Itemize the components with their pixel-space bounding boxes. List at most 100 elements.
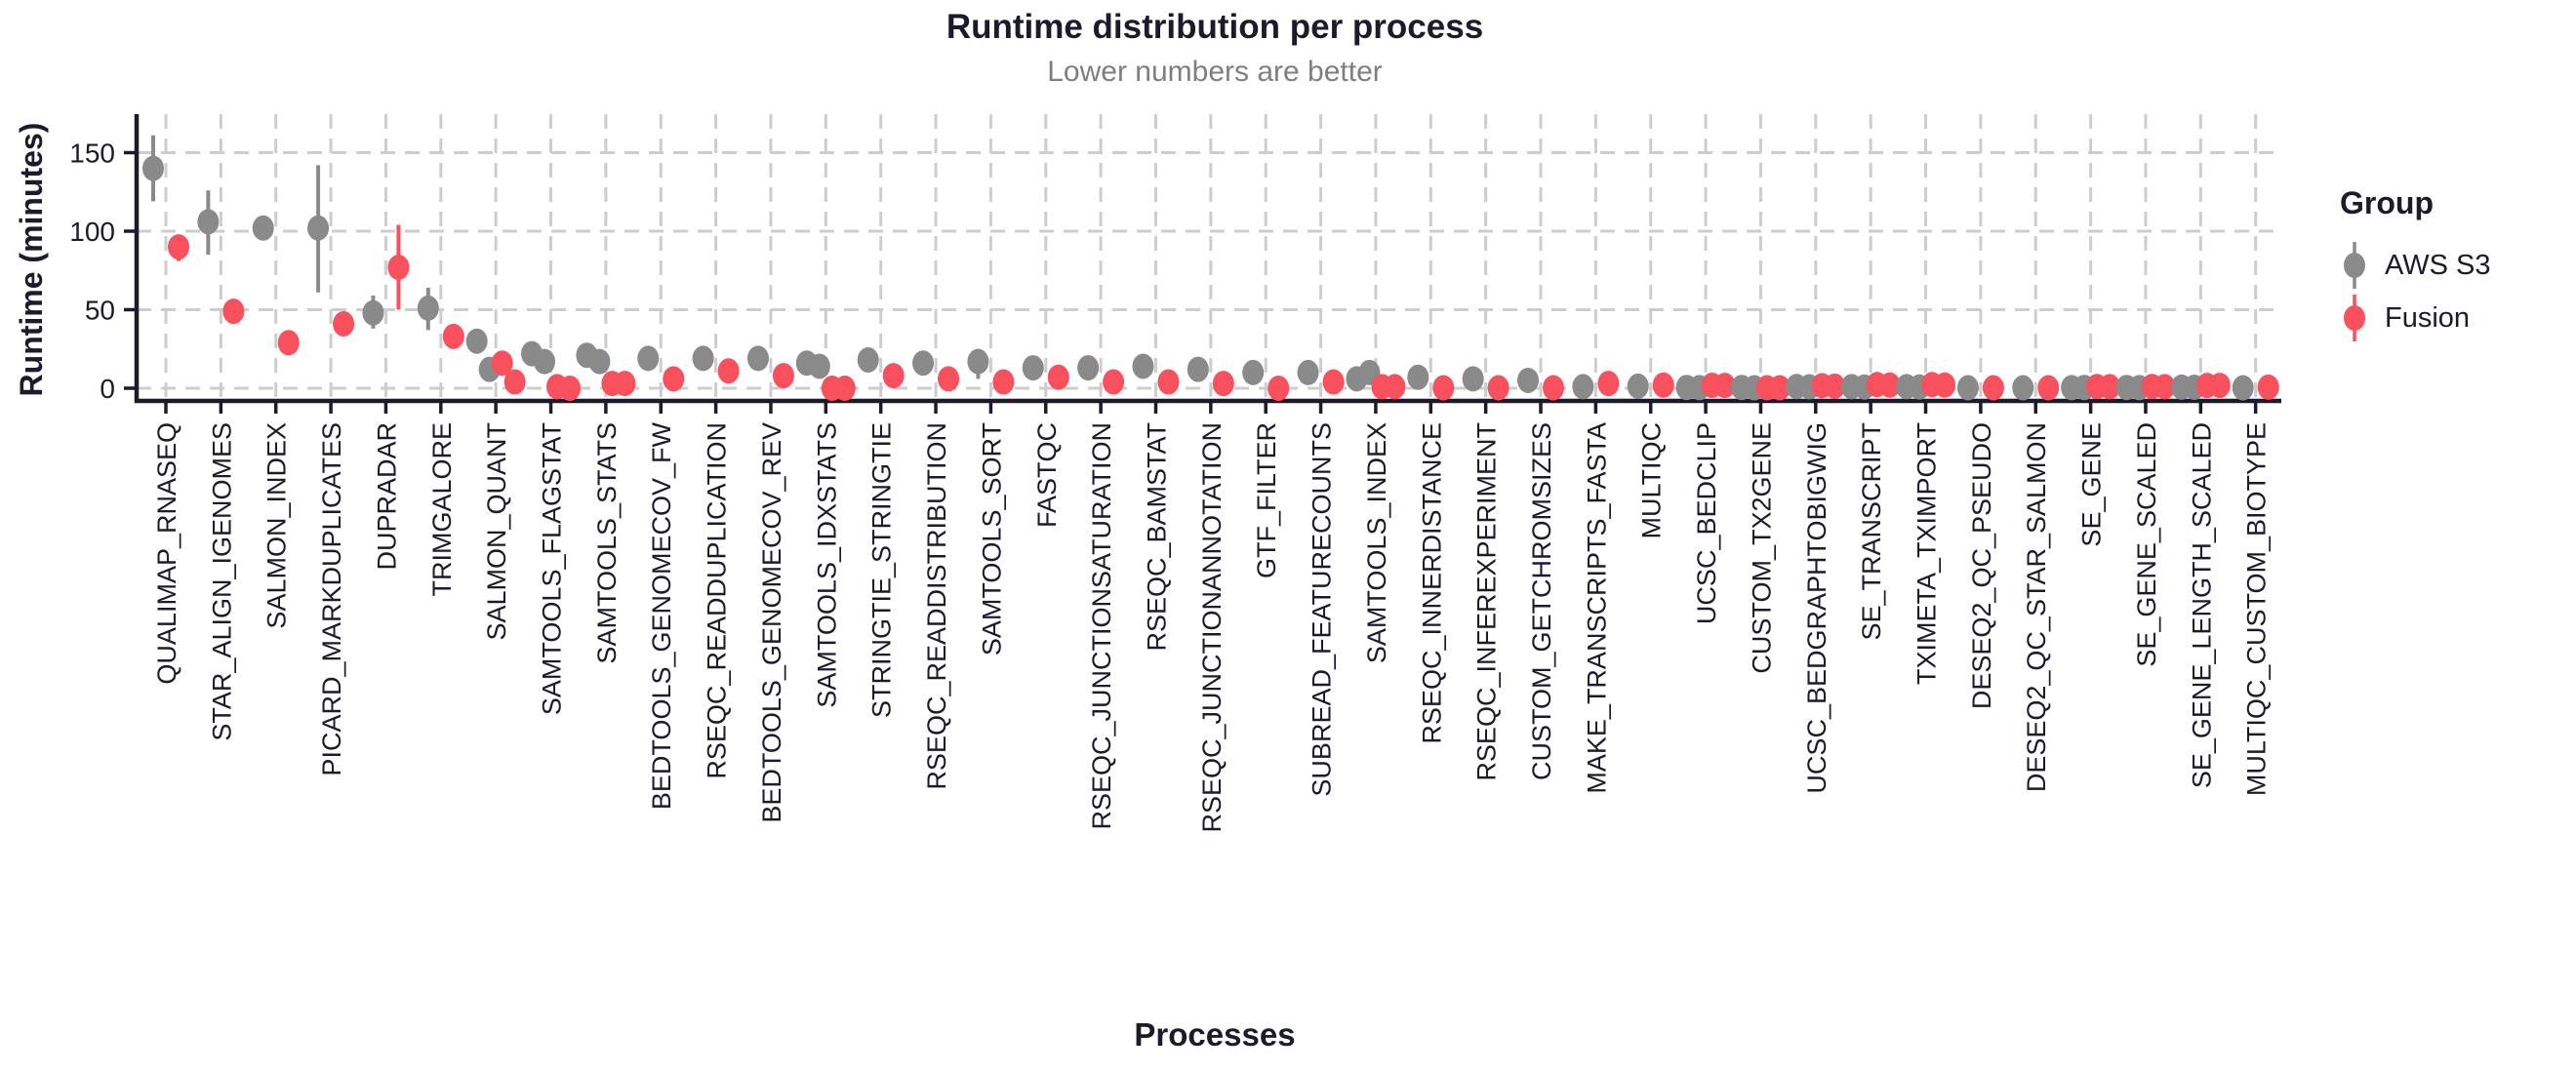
y-tick-label: 50 <box>85 296 115 326</box>
data-point <box>2012 375 2034 401</box>
x-category-label: SAMTOOLS_IDXSTATS <box>812 422 841 708</box>
x-category-label: DUPRADAR <box>372 422 401 571</box>
data-point <box>588 348 611 375</box>
x-category-label: RSEQC_BAMSTAT <box>1142 422 1171 652</box>
x-category-label: SAMTOOLS_FLAGSTAT <box>538 422 567 715</box>
data-point <box>2037 375 2060 401</box>
chart-subtitle: Lower numbers are better <box>1047 56 1383 88</box>
data-point <box>142 155 164 181</box>
x-category-label: STRINGTIE_STRINGTIE <box>867 422 897 718</box>
data-point <box>168 234 189 260</box>
x-category-label: BEDTOOLS_GENOMECOV_FW <box>647 421 676 810</box>
data-point <box>1462 366 1484 392</box>
data-point <box>1713 373 1736 399</box>
data-point <box>1543 375 1564 401</box>
x-category-label: SE_GENE_LENGTH_SCALED <box>2187 422 2216 788</box>
data-point <box>534 348 556 375</box>
data-point <box>692 345 714 372</box>
data-point <box>1322 369 1345 395</box>
x-category-label: RSEQC_READDISTRIBUTION <box>922 422 951 790</box>
data-point <box>1572 374 1594 400</box>
chart-title: Runtime distribution per process <box>946 8 1484 46</box>
data-point <box>1297 359 1319 385</box>
x-axis-title: Processes <box>1134 1016 1296 1053</box>
legend-label-fusion: Fusion <box>2385 301 2471 334</box>
data-point <box>222 298 245 325</box>
data-point <box>2099 374 2121 400</box>
data-point <box>307 215 330 241</box>
data-point <box>1517 367 1539 393</box>
y-tick-label: 0 <box>100 374 115 404</box>
data-point <box>1103 369 1125 395</box>
x-category-label: SAMTOOLS_STATS <box>592 422 622 664</box>
pointrange-glyph-icon <box>2344 242 2365 289</box>
data-point <box>465 328 488 354</box>
x-category-label: GTF_FILTER <box>1252 422 1281 578</box>
x-category-label: STAR_ALIGN_IGENOMES <box>207 422 236 741</box>
data-point <box>252 215 274 241</box>
data-point <box>1627 373 1649 399</box>
data-point <box>2208 373 2231 399</box>
legend-item-aws-s3: AWS S3 <box>2340 239 2574 292</box>
data-point <box>1597 371 1620 397</box>
data-point <box>882 363 905 389</box>
data-point <box>938 366 960 392</box>
x-category-label: PICARD_MARKDUPLICATES <box>317 422 346 776</box>
x-category-label: FASTQC <box>1032 422 1062 528</box>
data-point <box>967 348 989 375</box>
data-point <box>1407 364 1429 390</box>
data-point <box>2257 374 2279 400</box>
data-point <box>333 310 355 337</box>
legend-item-fusion: Fusion <box>2340 292 2574 344</box>
x-category-label: SALMON_INDEX <box>262 422 292 629</box>
data-point <box>277 330 300 356</box>
x-category-label: SAMTOOLS_INDEX <box>1362 422 1391 663</box>
x-category-label: SE_TRANSCRIPT <box>1857 422 1886 641</box>
data-point <box>1132 353 1154 379</box>
x-category-label: UCSC_BEDGRAPHTOBIGWIG <box>1802 422 1831 794</box>
x-category-label: RSEQC_JUNCTIONSATURATION <box>1087 422 1116 830</box>
y-tick-label: 150 <box>69 139 115 169</box>
x-category-label: DESEQ2_QC_STAR_SALMON <box>2022 422 2051 792</box>
data-point <box>1212 371 1234 397</box>
data-point <box>746 345 769 372</box>
data-point <box>717 358 740 384</box>
data-point <box>417 295 439 321</box>
x-category-label: RSEQC_READDUPLICATION <box>703 422 732 779</box>
x-category-label: RSEQC_INFEREXPERIMENT <box>1472 422 1502 781</box>
x-category-label: RSEQC_JUNCTIONANNOTATION <box>1197 422 1227 833</box>
data-point <box>808 353 830 379</box>
data-point <box>197 209 220 235</box>
data-point <box>1824 373 1846 399</box>
x-category-label: MULTIQC <box>1637 422 1667 539</box>
data-point <box>362 299 384 326</box>
data-point <box>1268 376 1290 401</box>
data-point <box>442 323 464 349</box>
data-point <box>833 376 856 401</box>
x-category-label: MULTIQC_CUSTOM_BIOTYPE <box>2242 422 2272 796</box>
x-category-label: SE_GENE_SCALED <box>2132 422 2161 667</box>
x-category-label: SE_GENE <box>2077 422 2107 547</box>
data-point <box>1934 372 1956 398</box>
data-point <box>772 363 794 389</box>
x-category-label: MAKE_TRANSCRIPTS_FASTA <box>1582 422 1611 794</box>
data-point <box>857 347 879 374</box>
x-category-label: CUSTOM_TX2GENE <box>1747 422 1776 674</box>
data-point <box>1384 374 1406 400</box>
x-category-label: TRIMGALORE <box>427 422 457 597</box>
data-point <box>637 345 660 372</box>
y-tick-label: 100 <box>69 217 115 247</box>
legend-title: Group <box>2340 185 2434 220</box>
x-category-label: DESEQ2_QC_PSEUDO <box>1967 422 1996 709</box>
data-point <box>1982 375 2004 401</box>
data-point <box>663 366 685 392</box>
legend-label-aws-s3: AWS S3 <box>2385 249 2491 281</box>
data-point <box>2153 374 2176 400</box>
data-point <box>1242 359 1265 385</box>
data-point <box>1956 375 1979 401</box>
x-category-label: TXIMETA_TXIMPORT <box>1912 422 1942 685</box>
x-category-label: SUBREAD_FEATURECOUNTS <box>1308 422 1337 797</box>
data-point <box>1432 375 1455 401</box>
data-point <box>559 376 582 401</box>
